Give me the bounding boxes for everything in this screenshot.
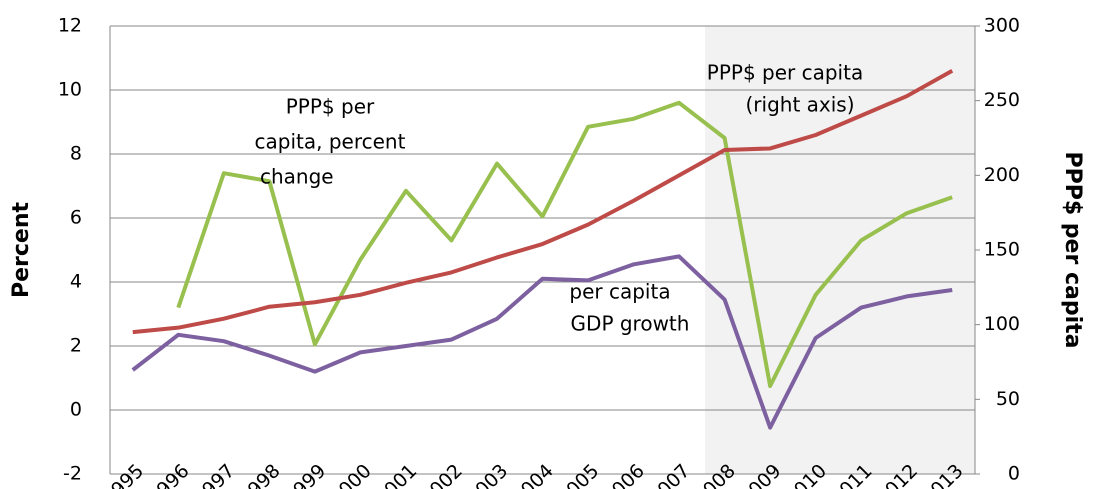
series-line [132,69,954,335]
y-tick-label: -2 [63,463,82,485]
y-tick-label: 4 [70,271,82,293]
y2-tick-label: 300 [984,15,1020,37]
y-tick-label: 6 [70,207,82,229]
series-line [131,254,953,430]
y-axis-label: Percent [9,202,34,299]
y-tick-label: 2 [70,335,82,357]
y-tick-label: 0 [70,399,82,421]
y2-tick-label: 50 [996,388,1020,410]
y-tick-label: 8 [70,143,82,165]
y2-tick-label: 200 [984,164,1020,186]
shaded-region [705,26,975,474]
annotation: PPP$ per capita [707,61,863,85]
annotation: (right axis) [745,93,854,117]
y2-tick-label: 250 [984,89,1020,111]
annotation: per capita [569,280,670,304]
y2-tick-label: 0 [1008,463,1020,485]
annotation: capita, percent [255,130,406,154]
y2-axis-label: PPP$ per capita [1060,151,1085,348]
annotation: GDP growth [571,312,690,336]
y-tick-label: 12 [58,15,82,37]
y-tick-label: 10 [58,79,82,101]
series-line [176,100,953,388]
annotation: change [260,165,334,189]
y2-tick-label: 100 [984,313,1020,335]
annotation: PPP$ per [286,95,375,119]
x-tick-label: 1995 [98,460,148,489]
y2-tick-label: 150 [984,239,1020,261]
